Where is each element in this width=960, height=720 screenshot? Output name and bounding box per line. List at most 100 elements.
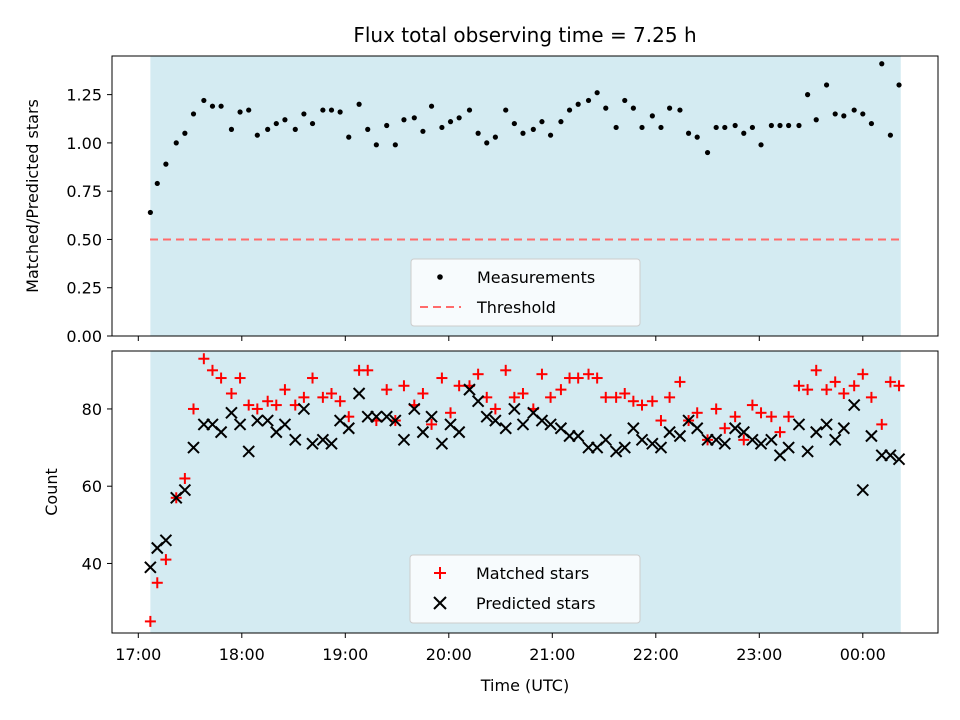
measurement-point [356, 101, 362, 107]
matched-star-point [453, 380, 465, 392]
matched-star-point [829, 376, 841, 388]
measurement-point [246, 107, 252, 113]
x-tick-label: 22:00 [633, 645, 679, 664]
matched-star-point [600, 391, 612, 403]
bottom-y-tick-label: 80 [82, 400, 102, 419]
measurement-point [447, 119, 454, 125]
matched-star-point [646, 395, 658, 407]
predicted-star-point [728, 422, 742, 435]
matched-star-point [517, 387, 529, 399]
matched-star-point [664, 391, 676, 403]
matched-star-point [545, 391, 557, 403]
measurement-point [851, 107, 857, 113]
top-y-tick-label: 0.00 [66, 327, 102, 346]
measurement-point [511, 120, 517, 127]
measurement-point [439, 124, 445, 131]
predicted-star-point [535, 414, 549, 427]
predicted-star-point [847, 398, 861, 412]
matched-star-point [810, 364, 822, 376]
predicted-star-point [187, 441, 200, 454]
predicted-star-point [820, 418, 833, 431]
measurement-point [879, 61, 885, 67]
matched-star-point [179, 472, 191, 484]
measurement-point [758, 142, 764, 148]
matched-star-point [307, 372, 319, 384]
measurement-point [237, 109, 243, 115]
measurement-point [677, 107, 683, 113]
predicted-star-point [380, 410, 393, 423]
x-tick-label: 18:00 [219, 645, 265, 664]
matched-star-point [398, 380, 410, 392]
predicted-star-point [690, 422, 704, 435]
measurement-point [649, 113, 655, 119]
matched-star-point [774, 426, 786, 438]
measurement-point [860, 111, 866, 117]
predicted-star-point [792, 418, 806, 431]
predicted-star-point [289, 433, 302, 447]
matched-star-point [436, 372, 448, 384]
predicted-star-point [618, 441, 631, 454]
legend-threshold-label: Threshold [476, 298, 556, 317]
predicted-star-point [463, 383, 476, 396]
measurement-point [613, 124, 619, 131]
predicted-star-point [416, 425, 430, 439]
measurement-point [209, 103, 216, 109]
predicted-star-point [261, 414, 274, 427]
predicted-star-point [718, 437, 732, 450]
matched-star-point [802, 384, 814, 396]
matched-star-point [674, 376, 686, 388]
matched-star-point [362, 364, 374, 376]
predicted-star-point [214, 425, 228, 439]
measurement-point [301, 111, 307, 117]
matched-star-point [865, 391, 877, 403]
measurement-point [492, 134, 498, 140]
matched-star-point [317, 391, 329, 403]
predicted-star-point [159, 534, 173, 547]
predicted-star-point [654, 441, 668, 454]
matched-star-point [279, 384, 291, 396]
matched-star-point [188, 403, 199, 415]
measurement-point [190, 111, 197, 117]
matched-star-point [636, 399, 648, 411]
top-legend: Measurements Threshold [410, 258, 641, 327]
predicted-star-point [746, 433, 759, 447]
measurement-point [823, 82, 830, 88]
x-tick-label: 17:00 [115, 645, 161, 664]
predicted-star-point [801, 445, 814, 458]
predicted-star-point [306, 437, 319, 450]
measurement-point [585, 97, 592, 104]
measurement-point [594, 90, 600, 96]
predicted-star-point [627, 422, 640, 435]
legend-measurements-marker [437, 274, 443, 280]
measurement-point [154, 180, 160, 187]
measurement-point [147, 209, 153, 216]
matched-star-point [793, 380, 805, 392]
predicted-star-point [325, 437, 338, 450]
measurement-point [392, 142, 398, 148]
matched-star-point [746, 399, 758, 411]
measurement-point [768, 122, 774, 129]
predicted-star-point [499, 422, 512, 435]
measurement-point [704, 149, 711, 156]
measurement-point [796, 122, 802, 129]
measurement-point [163, 161, 169, 167]
predicted-star-point [251, 414, 264, 427]
matched-star-point [893, 380, 905, 392]
measurement-point [530, 126, 536, 132]
predicted-star-point [452, 425, 466, 439]
top-panel: 0.00 0.25 0.50 0.75 1.00 1.25 Matched/Predict… [23, 55, 939, 346]
predicted-star-point [884, 449, 897, 462]
matched-star-point [500, 364, 512, 376]
predicted-star-point [471, 395, 485, 408]
measurement-point [309, 120, 316, 127]
predicted-star-point [782, 441, 795, 454]
count-points [144, 353, 906, 627]
measurement-point [373, 142, 379, 148]
measurement-point [484, 140, 490, 146]
predicted-star-point [352, 387, 366, 400]
x-axis-label: Time (UTC) [480, 676, 569, 695]
legend-predicted-label: Predicted stars [476, 594, 596, 613]
matched-star-point [710, 403, 722, 415]
matched-star-point [765, 411, 777, 423]
matched-star-point [445, 407, 457, 419]
